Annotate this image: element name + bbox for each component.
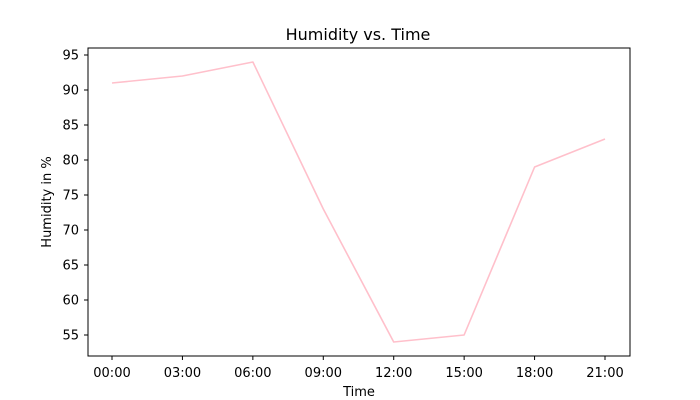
y-tick-label: 80 bbox=[62, 154, 79, 169]
x-tick-label: 00:00 bbox=[93, 366, 130, 381]
y-tick-label: 60 bbox=[62, 294, 79, 309]
x-tick-label: 18:00 bbox=[516, 366, 553, 381]
y-tick-label: 65 bbox=[62, 259, 79, 274]
y-axis: 55 60 65 70 75 80 85 90 95 bbox=[62, 49, 88, 344]
y-tick-label: 70 bbox=[62, 224, 79, 239]
chart-title: Humidity vs. Time bbox=[286, 25, 431, 44]
y-tick-label: 85 bbox=[62, 119, 79, 134]
y-axis-label: Humidity in % bbox=[40, 156, 55, 247]
x-tick-label: 03:00 bbox=[164, 366, 201, 381]
series-layer bbox=[111, 61, 606, 343]
plot-area-frame bbox=[87, 47, 631, 357]
x-axis: 00:00 03:00 06:00 09:00 12:00 15:00 18:00 21:00 bbox=[93, 356, 624, 381]
x-tick-label: 21:00 bbox=[586, 366, 623, 381]
y-tick-label: 90 bbox=[62, 84, 79, 99]
x-axis-label: Time bbox=[342, 385, 375, 400]
x-tick-label: 09:00 bbox=[305, 366, 342, 381]
y-tick-label: 55 bbox=[62, 329, 79, 344]
y-tick-label: 95 bbox=[62, 49, 79, 64]
humidity-series-line bbox=[111, 61, 606, 343]
x-tick-label: 06:00 bbox=[234, 366, 271, 381]
x-tick-label: 15:00 bbox=[445, 366, 482, 381]
y-tick-label: 75 bbox=[62, 189, 79, 204]
x-tick-label: 12:00 bbox=[375, 366, 412, 381]
